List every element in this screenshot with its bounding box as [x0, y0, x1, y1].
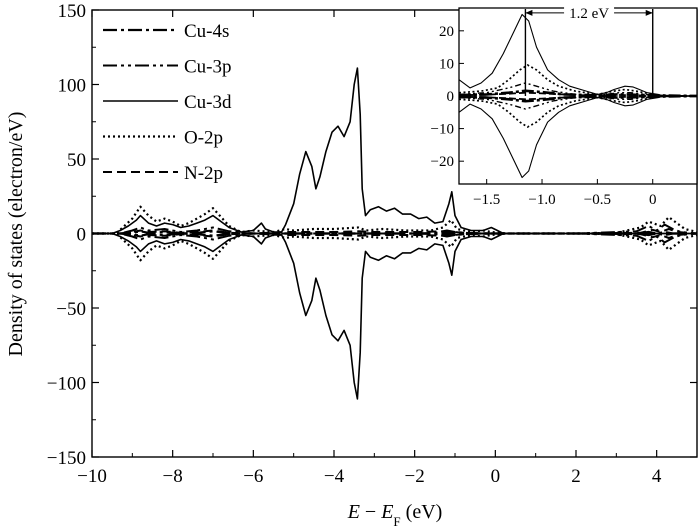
series-n-2p-spin-up — [92, 228, 697, 235]
inset-series-o-2p-spin-up — [459, 64, 697, 97]
x-label-e: E — [347, 501, 360, 523]
x-tick-label: 4 — [652, 466, 662, 487]
anno-arrow-left-icon — [525, 9, 533, 16]
x-label-ef: E — [380, 501, 393, 523]
inset-series-o-2p-spin-down — [459, 95, 697, 128]
inset-x-tick-label: −1.0 — [528, 192, 555, 208]
x-label-unit: (eV) — [401, 501, 443, 523]
inset-y-tick-label: 20 — [439, 24, 454, 40]
x-tick-label: −2 — [405, 466, 425, 487]
x-label-f-sub: F — [393, 514, 400, 529]
anno-arrow-right-icon — [645, 9, 653, 16]
inset-y-tick-label: −10 — [431, 122, 454, 138]
legend-label-cu-3d: Cu-3d — [184, 92, 232, 113]
anno-label: 1.2 eV — [569, 6, 609, 22]
series-o-2p-spin-down — [92, 232, 697, 262]
x-label-minus: − — [360, 501, 381, 523]
x-tick-label: −4 — [324, 466, 345, 487]
series-o-2p-spin-up — [92, 205, 697, 235]
x-tick-label: 0 — [491, 466, 501, 487]
y-tick-label: −100 — [47, 374, 86, 395]
series-cu-3d-spin-up — [92, 67, 697, 235]
y-axis-label: Density of states (electron/eV) — [5, 112, 27, 357]
inset-annotation: 1.2 eV — [524, 2, 654, 96]
legend-label-n-2p: N-2p — [184, 163, 223, 184]
legend: Cu-4s Cu-3p Cu-3d O-2p N-2p — [103, 21, 232, 184]
inset-plot: −1.5 −1.0 −0.5 0 −20 −10 0 10 20 1.2 eV — [431, 2, 698, 208]
legend-label-cu-4s: Cu-4s — [184, 21, 229, 42]
y-tick-label: 150 — [58, 1, 87, 22]
series-n-2p-spin-down — [92, 232, 697, 239]
inset-series-cu-3d-spin-up — [459, 13, 697, 97]
inset-y-tick-label: −20 — [431, 154, 454, 170]
x-tick-label: −8 — [163, 466, 183, 487]
y-tick-label: −150 — [47, 448, 86, 469]
series-cu-3p-spin-down — [92, 232, 697, 244]
x-tick-label: 2 — [571, 466, 581, 487]
inset-y-tick-label: 10 — [439, 56, 454, 72]
main-series-group — [92, 67, 697, 400]
y-tick-label: −50 — [56, 299, 86, 320]
legend-label-o-2p: O-2p — [184, 128, 223, 149]
y-tick-label: 100 — [58, 76, 87, 97]
inset-series-group — [459, 13, 697, 179]
legend-label-cu-3p: Cu-3p — [184, 57, 232, 78]
inset-series-cu-3d-spin-down — [459, 95, 697, 179]
y-tick-label: 0 — [77, 225, 87, 246]
x-tick-label: −6 — [243, 466, 263, 487]
inset-x-tick-label: 0 — [649, 192, 657, 208]
anno-label-bg — [564, 2, 615, 21]
inset-x-tick-label: −0.5 — [584, 192, 611, 208]
series-cu-3p-spin-up — [92, 223, 697, 235]
inset-axis-ticks: −1.5 −1.0 −0.5 0 −20 −10 0 10 20 — [431, 24, 657, 208]
series-cu-3d-spin-down — [92, 232, 697, 400]
y-tick-label: 50 — [67, 150, 86, 171]
x-tick-label: −10 — [77, 466, 107, 487]
x-axis-label: E − EF (eV) — [347, 501, 443, 529]
inset-x-tick-label: −1.5 — [473, 192, 500, 208]
inset-y-tick-label: 0 — [447, 89, 455, 105]
